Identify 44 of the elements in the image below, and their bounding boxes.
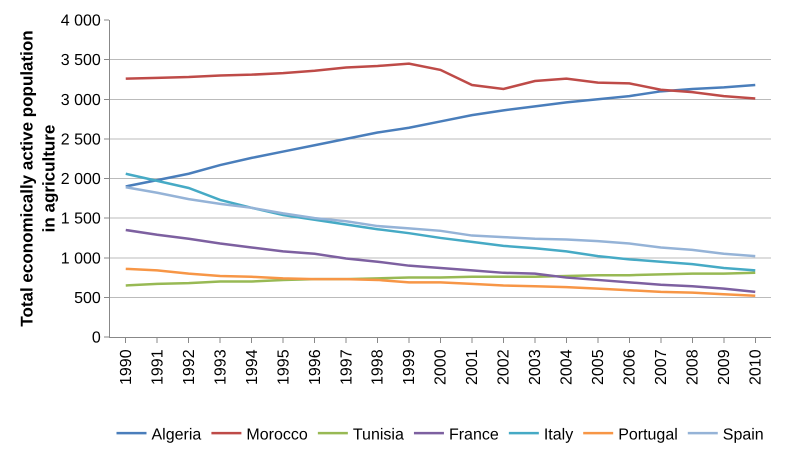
x-tick-label: 2009 [716,349,733,385]
x-tick-label: 1994 [244,349,261,385]
line-series [124,84,757,188]
line-series [124,268,757,298]
x-tick-label: 2010 [747,349,764,385]
y-tick-label: 2 500 [60,131,101,148]
x-tick-label: 1995 [275,349,292,385]
x-tick-label: 2003 [527,349,544,385]
y-tick-label: 1 500 [60,210,101,228]
x-tick-label: 1990 [118,349,135,385]
x-tick-label: 1999 [401,349,418,385]
y-tick-label: 4 000 [60,12,101,30]
legend-label: France [448,426,499,444]
legend-label: Spain [722,426,764,444]
x-tick-label: 1998 [370,349,387,385]
y-tick-label: 3 000 [60,92,101,109]
line-series [124,172,757,272]
x-tick-label: 2004 [558,349,576,385]
y-tick-label: 0 [92,330,101,347]
legend-label: Algeria [152,426,202,444]
x-tick-label: 2001 [464,349,482,385]
x-tick-label: 1997 [338,349,356,385]
x-tick-label: 2006 [622,349,639,385]
line-series [124,186,757,258]
x-tick-label: 2002 [496,349,513,385]
x-tick-label: 2000 [432,349,450,385]
y-tick-label: 2 000 [60,171,101,188]
y-tick-label: 1 000 [60,250,101,268]
y-axis-title: Total economically active population in agriculture [18,30,59,327]
x-tick-label: 2008 [684,349,702,385]
x-tick-label: 1993 [212,349,230,385]
x-tick-label: 1991 [149,349,166,385]
line-series [124,62,757,100]
y-tick-label: 3 500 [60,52,101,70]
legend-label: Italy [544,426,574,444]
x-tick-label: 2007 [653,349,670,385]
x-tick-label: 1992 [180,349,198,385]
x-tick-label: 2005 [590,349,608,385]
x-tick-label: 1996 [306,349,324,385]
y-tick-label: 500 [74,290,101,307]
legend-label: Portugal [618,426,678,444]
legend-label: Tunisia [352,426,404,444]
line-series [124,228,757,294]
legend-label: Morocco [246,426,308,444]
